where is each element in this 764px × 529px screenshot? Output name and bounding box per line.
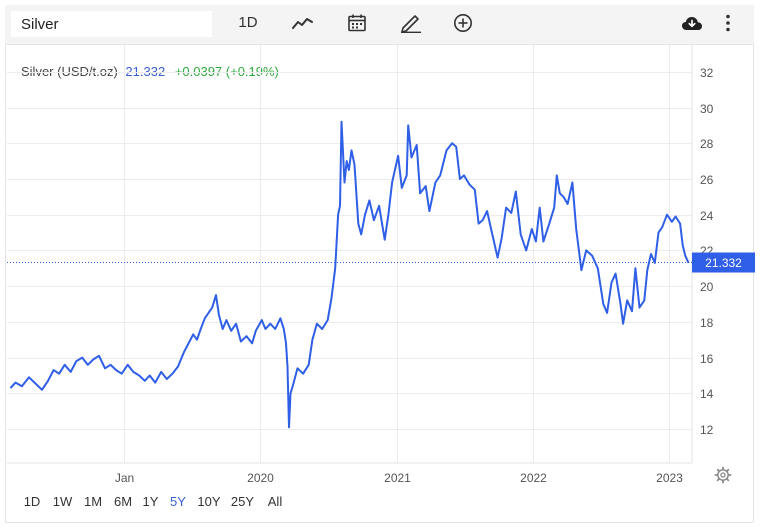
download-button[interactable] xyxy=(678,8,706,38)
interval-button[interactable]: 1D xyxy=(238,14,258,31)
line-chart-icon xyxy=(292,17,313,29)
range-10y[interactable]: 10Y xyxy=(197,494,221,509)
chart-frame xyxy=(5,5,754,523)
more-options-button[interactable] xyxy=(720,8,736,38)
range-6m[interactable]: 6M xyxy=(113,494,133,509)
add-circle-icon xyxy=(454,13,472,32)
download-cloud-icon xyxy=(682,16,702,30)
price-legend: Silver (USD/t.oz) 21.332 +0.0397 (+0.19%… xyxy=(21,64,279,79)
range-1m[interactable]: 1M xyxy=(83,494,103,509)
last-price: 21.332 xyxy=(125,64,166,79)
date-range-button[interactable] xyxy=(342,8,372,38)
draw-button[interactable] xyxy=(396,8,426,38)
symbol-search-input[interactable] xyxy=(11,11,212,37)
range-all[interactable]: All xyxy=(267,494,283,509)
gear-icon xyxy=(714,466,732,484)
range-selector: 1D 1W 1M 6M 1Y 5Y 10Y 25Y All xyxy=(17,494,290,512)
instrument-name: Silver (USD/t.oz) xyxy=(21,64,118,79)
more-vertical-icon xyxy=(726,14,730,32)
range-1d[interactable]: 1D xyxy=(23,494,41,509)
range-1w[interactable]: 1W xyxy=(52,494,73,509)
calendar-icon xyxy=(348,14,366,32)
price-change: +0.0397 (+0.19%) xyxy=(174,64,279,79)
chart-type-button[interactable] xyxy=(288,8,318,38)
range-25y[interactable]: 25Y xyxy=(230,494,255,509)
compare-button[interactable] xyxy=(448,8,478,38)
chart-settings-button[interactable] xyxy=(714,466,732,484)
range-5y[interactable]: 5Y xyxy=(170,494,186,509)
range-1y[interactable]: 1Y xyxy=(142,494,159,509)
pencil-icon xyxy=(401,14,421,33)
